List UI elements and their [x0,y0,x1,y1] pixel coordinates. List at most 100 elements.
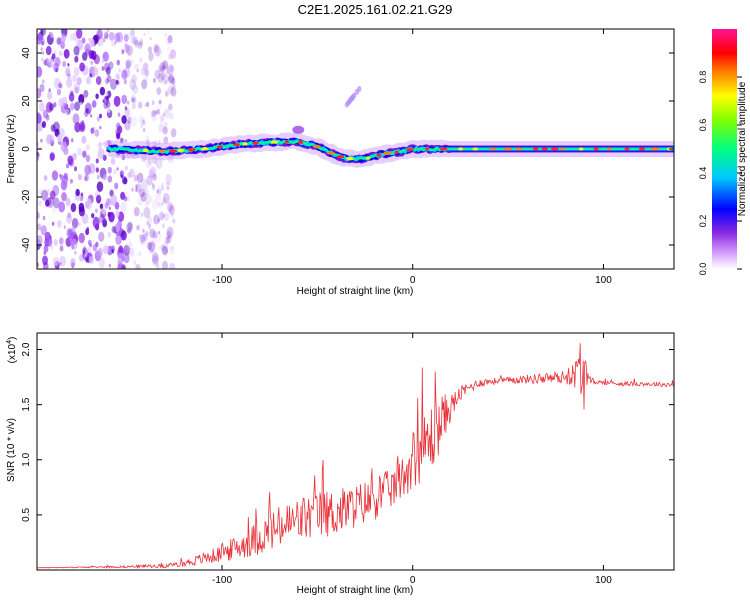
noise-speckle [152,255,156,260]
noise-speckle [160,113,165,121]
noise-speckle [102,99,105,103]
noise-speckle [157,73,164,84]
noise-speckle [110,194,118,206]
noise-speckle [58,82,62,89]
figure-title: C2E1.2025.161.02.21.G29 [298,2,453,17]
noise-speckle [97,141,102,149]
noise-speckle [75,188,80,197]
noise-speckle [141,79,148,90]
noise-speckle [149,228,156,239]
noise-speckle [121,264,126,269]
noise-speckle [165,136,168,140]
y-tick-label: 2.0 [21,342,32,356]
noise-speckle [160,71,166,81]
noise-speckle [116,59,120,66]
noise-speckle [170,246,173,251]
noise-speckle [50,32,54,38]
noise-speckle [64,108,70,116]
noise-speckle [135,253,138,257]
noise-speckle [170,212,174,218]
noise-speckle [107,211,111,218]
noise-speckle [132,36,139,46]
noise-speckle [151,251,159,263]
x-tick-label: 0 [410,575,416,586]
ridge-peak [472,147,479,151]
noise-speckle [163,193,170,204]
noise-speckle [164,90,169,97]
x-tick-label: 100 [595,575,612,586]
noise-speckle [113,95,121,107]
noise-speckle [165,67,170,75]
ridge-peak [327,151,336,155]
noise-speckle [117,263,124,269]
spectrogram-y-label: Frequency (Hz) [6,115,17,184]
noise-speckle [46,197,52,206]
noise-speckle [62,60,66,67]
noise-speckle [58,98,64,107]
noise-speckle [160,243,165,251]
noise-speckle [103,245,109,255]
ridge-peak [638,147,646,151]
noise-speckle [51,170,59,181]
noise-speckle [95,208,99,214]
snr-axes: -100 0 100 0.5 1.0 1.5 2.0 [21,333,674,586]
noise-speckle [37,154,40,162]
noise-speckle [43,174,48,181]
noise-speckle [163,136,169,145]
noise-speckle [63,225,66,229]
noise-speckle [140,124,143,128]
ridge-peak [365,156,371,160]
noise-speckle [163,187,166,191]
noise-speckle [124,43,128,48]
noise-speckle [99,113,102,119]
noise-speckle [128,247,135,257]
noise-speckle [83,89,89,98]
noise-speckle [152,185,156,191]
noise-speckle [162,74,169,85]
noise-speckle [42,109,49,119]
noise-speckle [70,258,76,267]
noise-speckle [162,197,167,204]
noise-speckle [161,223,166,229]
noise-speckle [66,163,70,169]
noise-speckle [152,230,158,239]
noise-speckle [138,234,142,239]
noise-speckle [37,235,43,246]
noise-speckle [102,217,107,225]
noise-speckle [155,158,163,170]
noise-speckle [131,74,137,84]
noise-speckle [41,51,45,55]
noise-speckle [151,182,155,188]
ridge-peak [142,148,149,153]
noise-speckle [105,197,111,206]
noise-speckle [162,213,166,219]
noise-speckle [50,244,54,250]
colorbar-tick-label: 0.4 [698,167,708,180]
noise-speckle [163,241,169,250]
noise-speckle [146,29,151,35]
noise-speckle [111,39,116,47]
noise-speckle [53,102,57,108]
noise-speckle [37,145,42,152]
ridge-peak [336,155,345,159]
noise-speckle [69,178,73,184]
noise-speckle [117,252,125,264]
noise-speckle [104,31,109,39]
noise-speckle [121,69,128,80]
ridge-peak [252,141,259,145]
noise-speckle [124,108,130,118]
noise-speckle [77,173,82,181]
snr-line [37,343,674,569]
snr-x-label: Height of straight line (km) [297,585,414,596]
noise-speckle [40,29,44,34]
noise-speckle [144,103,147,108]
spectrogram-x-label: Height of straight line (km) [297,286,414,297]
noise-speckle [108,31,115,41]
y-tick-label: 1.5 [21,397,32,411]
noise-speckle [142,63,149,75]
noise-speckle [37,262,40,268]
noise-speckle [107,107,111,113]
noise-speckle [150,239,157,248]
noise-speckle [126,107,133,117]
noise-speckle [43,251,46,256]
